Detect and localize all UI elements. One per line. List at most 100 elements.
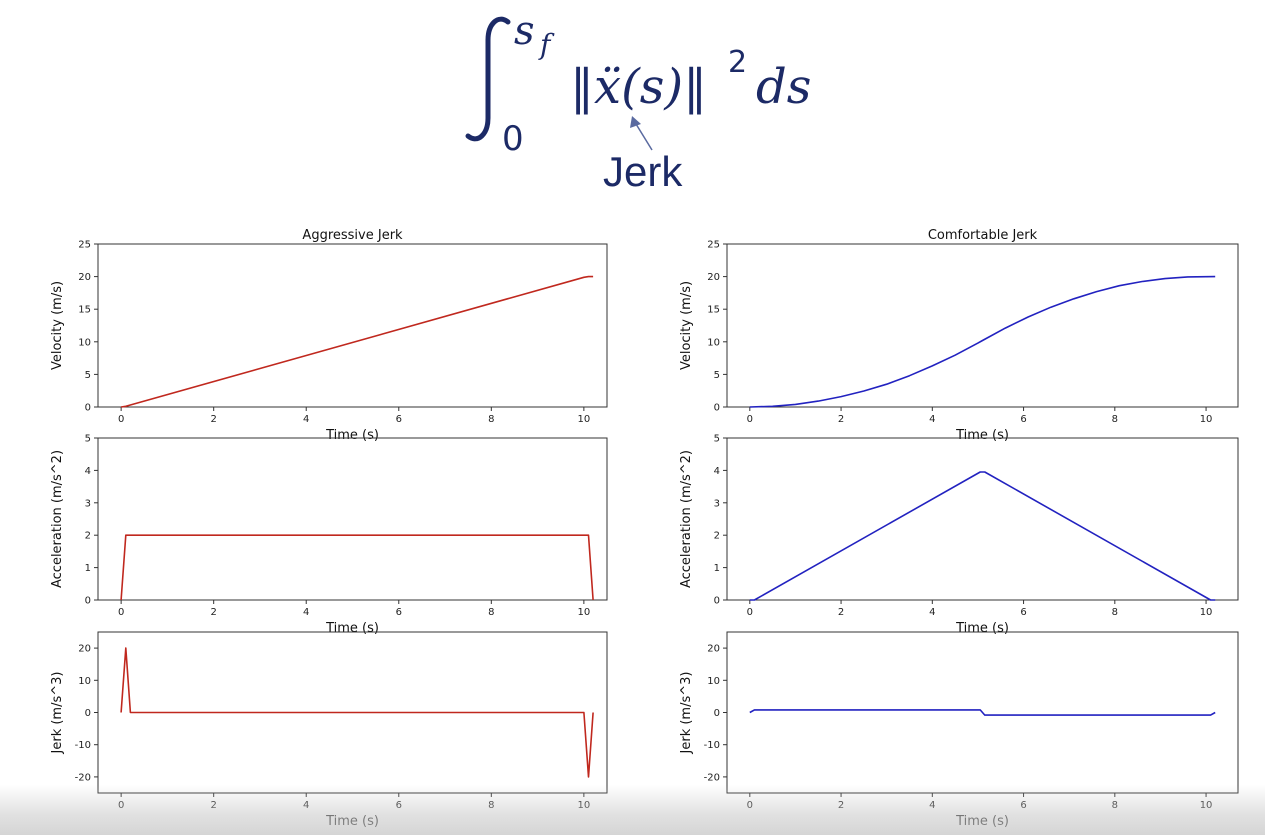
integral-sign [465, 16, 511, 142]
y-tick-label: 5 [85, 434, 91, 445]
y-tick-label: 10 [707, 676, 720, 687]
y-tick-label: 5 [714, 434, 720, 445]
y-tick-label: 2 [714, 531, 720, 542]
x-tick-label: 4 [929, 414, 935, 425]
x-tick-label: 0 [118, 800, 124, 811]
x-axis-title: Time (s) [325, 428, 379, 443]
y-tick-label: 1 [85, 563, 91, 574]
differential: ds [756, 59, 811, 115]
x-tick-label: 2 [210, 607, 216, 618]
x-axis-title: Time (s) [955, 814, 1009, 829]
y-tick-label: 0 [714, 596, 720, 607]
chart-com-acc: 0 2 4 6 8 10 0 1 2 3 4 5 Time (s) Acceleration (m/s^2… [679, 434, 1239, 636]
x-tick-label: 10 [1200, 800, 1213, 811]
jerk-comparison-plots: 0 2 4 6 8 10 0 5 10 15 20 25 Aggressive Jerk Time (s)… [0, 215, 1265, 835]
chart-agg-jerk: 0 2 4 6 8 10 -20 -10 0 10 20 Time (s) Jerk (m/s^3) [50, 631, 608, 829]
formula-svg: s f 0 ‖ẍ(s)‖ 2 ds Jerk [465, 8, 811, 195]
y-tick-label: -20 [704, 772, 720, 783]
y-tick-label: 20 [78, 272, 91, 283]
exponent: 2 [728, 45, 747, 80]
x-tick-label: 8 [488, 414, 494, 425]
y-tick-label: 5 [85, 370, 91, 381]
y-axis-title: Jerk (m/s^3) [50, 672, 65, 755]
chart-com-jerk: 0 2 4 6 8 10 -20 -10 0 10 20 Time (s) Jerk (m/s^3) [679, 631, 1239, 829]
plot-frame [97, 243, 608, 408]
jerk-cost-formula: s f 0 ‖ẍ(s)‖ 2 ds Jerk [0, 0, 1265, 215]
y-tick-label: 0 [714, 708, 720, 719]
y-tick-label: 0 [85, 596, 91, 607]
y-tick-label: 10 [707, 337, 720, 348]
x-tick-label: 6 [1020, 414, 1026, 425]
x-tick-label: 2 [838, 800, 844, 811]
x-tick-label: 8 [488, 800, 494, 811]
x-tick-label: 6 [396, 607, 402, 618]
y-tick-label: -20 [75, 772, 91, 783]
y-tick-label: 4 [714, 466, 720, 477]
x-tick-label: 2 [838, 414, 844, 425]
x-tick-label: 10 [1200, 607, 1213, 618]
x-axis-title: Time (s) [325, 814, 379, 829]
x-tick-label: 8 [1112, 800, 1118, 811]
y-tick-label: 15 [78, 305, 91, 316]
x-tick-label: 10 [577, 800, 590, 811]
y-tick-label: 15 [707, 305, 720, 316]
x-tick-label: 6 [1020, 607, 1026, 618]
plot-frame [726, 437, 1239, 601]
series-line [120, 275, 594, 408]
x-tick-label: 6 [396, 414, 402, 425]
y-tick-label: 4 [85, 466, 91, 477]
chart-title: Aggressive Jerk [302, 228, 403, 243]
x-tick-label: 8 [1112, 607, 1118, 618]
x-tick-label: 0 [118, 607, 124, 618]
x-tick-label: 4 [929, 607, 935, 618]
x-tick-label: 4 [303, 607, 309, 618]
chart-com-vel: 0 2 4 6 8 10 0 5 10 15 20 25 Comfortable Jerk Time (s… [679, 228, 1239, 443]
y-tick-label: 3 [85, 498, 91, 509]
y-axis-title: Velocity (m/s) [679, 281, 694, 370]
annotation-arrow [635, 123, 653, 151]
lower-limit: 0 [502, 119, 524, 159]
arrow-head [630, 116, 641, 128]
x-tick-label: 4 [303, 800, 309, 811]
x-axis-title: Time (s) [955, 428, 1009, 443]
y-axis-title: Velocity (m/s) [50, 281, 65, 370]
x-tick-label: 10 [1200, 414, 1213, 425]
series-line [120, 534, 594, 601]
series-line [749, 471, 1216, 601]
upper-limit: s [514, 8, 535, 54]
y-tick-label: 10 [78, 676, 91, 687]
x-axis-title: Time (s) [955, 621, 1009, 636]
y-tick-label: 25 [707, 240, 720, 251]
y-axis-title: Acceleration (m/s^2) [50, 450, 65, 588]
series-line [120, 647, 594, 778]
x-tick-label: 8 [1112, 414, 1118, 425]
x-tick-label: 0 [747, 800, 753, 811]
x-tick-label: 6 [396, 800, 402, 811]
chart-agg-acc: 0 2 4 6 8 10 0 1 2 3 4 5 Time (s) Acceleration (m/s^2… [50, 434, 608, 636]
x-tick-label: 0 [747, 607, 753, 618]
y-tick-label: -10 [75, 740, 91, 751]
x-tick-label: 8 [488, 607, 494, 618]
series-line [749, 275, 1216, 408]
x-axis-title: Time (s) [325, 621, 379, 636]
y-tick-label: 25 [78, 240, 91, 251]
y-tick-label: 0 [85, 403, 91, 414]
y-tick-label: 0 [85, 708, 91, 719]
y-tick-label: -10 [704, 740, 720, 751]
upper-limit-subscript: f [538, 28, 555, 61]
x-tick-label: 4 [303, 414, 309, 425]
y-tick-label: 20 [78, 644, 91, 655]
x-tick-label: 6 [1020, 800, 1026, 811]
x-tick-label: 2 [210, 414, 216, 425]
chart-agg-vel: 0 2 4 6 8 10 0 5 10 15 20 25 Aggressive Jerk Time (s)… [50, 228, 608, 443]
series-line [749, 709, 1216, 716]
x-tick-label: 0 [747, 414, 753, 425]
y-tick-label: 0 [714, 403, 720, 414]
y-tick-label: 2 [85, 531, 91, 542]
y-axis-title: Jerk (m/s^3) [679, 672, 694, 755]
integrand-norm: ‖ẍ(s)‖ [570, 59, 707, 115]
x-tick-label: 10 [577, 414, 590, 425]
y-tick-label: 5 [714, 370, 720, 381]
